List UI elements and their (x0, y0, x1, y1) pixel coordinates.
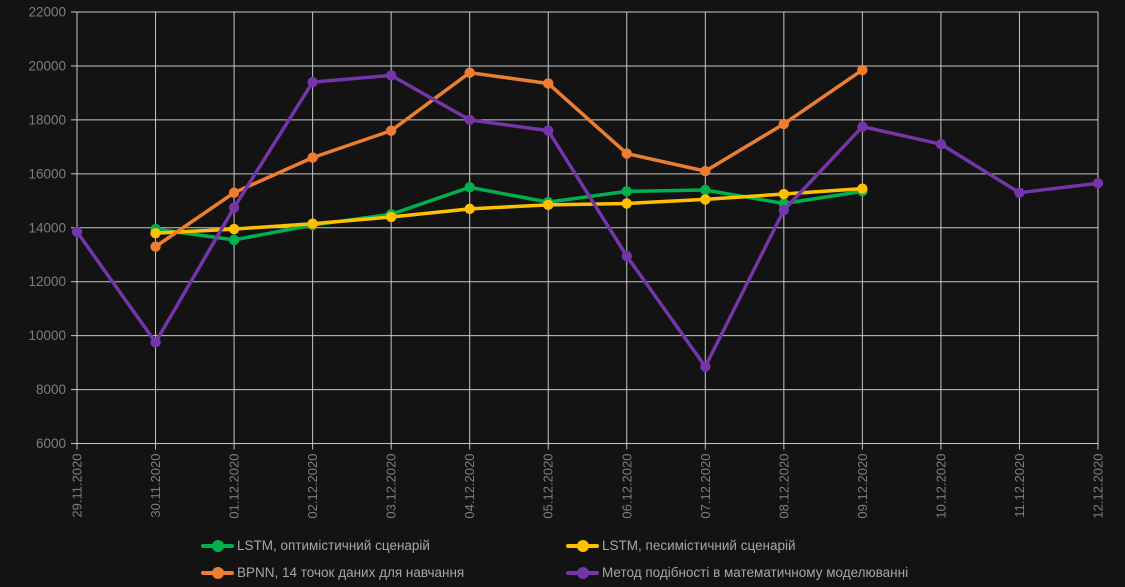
data-point (543, 199, 554, 211)
data-point (307, 152, 318, 163)
x-axis-label: 02.12.2020 (305, 454, 320, 519)
y-axis-label: 22000 (28, 5, 66, 20)
data-point (935, 138, 947, 150)
legend-item-lstm-pessimistic: LSTM, песимістичний сценарій (566, 536, 796, 556)
x-axis-label: 07.12.2020 (698, 454, 713, 519)
legend-item-bpnn: BPNN, 14 точок даних для навчання (201, 563, 464, 583)
legend-item-similarity-method: Метод подібності в математичному моделюв… (566, 563, 908, 583)
x-axis-label: 29.11.2020 (70, 454, 85, 518)
data-point (385, 211, 397, 223)
data-point (621, 148, 632, 159)
data-point (621, 250, 632, 262)
x-axis-label: 03.12.2020 (384, 454, 399, 519)
y-axis-label: 16000 (28, 166, 66, 181)
legend-item-lstm-optimistic: LSTM, оптимістичний сценарій (201, 536, 430, 556)
legend-marker-bpnn-icon (201, 571, 234, 575)
data-point (228, 234, 240, 246)
series-line (153, 68, 865, 249)
data-point (228, 187, 240, 198)
y-axis-label: 12000 (28, 274, 66, 289)
data-point (464, 114, 475, 126)
data-point (700, 165, 711, 177)
data-point (71, 226, 83, 237)
legend-label: LSTM, песимістичний сценарій (602, 538, 796, 553)
x-axis-label: 06.12.2020 (619, 454, 634, 519)
data-point (857, 183, 868, 194)
data-point (307, 218, 318, 229)
data-point (464, 182, 475, 193)
x-axis-label: 12.12.2020 (1091, 454, 1106, 519)
data-point (150, 227, 161, 239)
data-point (621, 186, 632, 197)
y-axis-label: 6000 (36, 436, 66, 451)
line-chart: 6000 8000 10000 12000 14000 16000 18000 20000 22… (28, 5, 1106, 519)
data-point (464, 67, 475, 78)
data-point (778, 205, 790, 216)
y-axis-label: 18000 (28, 112, 66, 127)
x-axis-label: 10.12.2020 (933, 454, 948, 519)
data-point (228, 223, 240, 235)
data-point (385, 70, 397, 81)
legend-marker-lstm-pessimistic-icon (566, 544, 599, 548)
legend-label: BPNN, 14 точок даних для навчання (237, 565, 465, 580)
data-point (700, 184, 711, 196)
data-point (464, 203, 475, 215)
data-point (621, 198, 632, 209)
y-axis-label: 8000 (36, 382, 66, 397)
data-point (228, 202, 240, 213)
x-axis-label: 04.12.2020 (462, 454, 477, 519)
x-axis-label: 08.12.2020 (776, 454, 791, 519)
data-point (778, 118, 790, 130)
data-point (1014, 187, 1025, 198)
legend-label: Метод подібності в математичному моделюв… (602, 565, 909, 580)
data-point (1092, 178, 1104, 189)
data-point (150, 337, 161, 348)
y-axis-label: 14000 (28, 220, 66, 235)
data-point (778, 188, 790, 200)
x-axis-label: 09.12.2020 (855, 454, 870, 519)
series-line (153, 186, 865, 235)
y-axis-label: 20000 (28, 58, 66, 73)
legend-label: LSTM, оптимістичний сценарій (237, 538, 430, 553)
data-point (150, 241, 161, 252)
data-point (857, 64, 868, 76)
x-axis-label: 01.12.2020 (227, 454, 242, 519)
data-point (700, 194, 711, 205)
data-point (385, 125, 397, 136)
x-axis-label: 05.12.2020 (541, 454, 556, 519)
x-axis-label: 11.12.2020 (1012, 454, 1027, 518)
x-axis-label: 30.11.2020 (148, 454, 163, 518)
y-axis-label: 10000 (28, 328, 66, 343)
series-line (75, 73, 1100, 369)
legend-marker-lstm-optimistic-icon (201, 544, 234, 548)
legend-marker-similarity-method-icon (566, 571, 599, 575)
data-point (700, 361, 711, 372)
data-point (857, 121, 868, 132)
data-point (307, 76, 318, 88)
data-point (543, 78, 554, 89)
data-point (543, 125, 554, 136)
